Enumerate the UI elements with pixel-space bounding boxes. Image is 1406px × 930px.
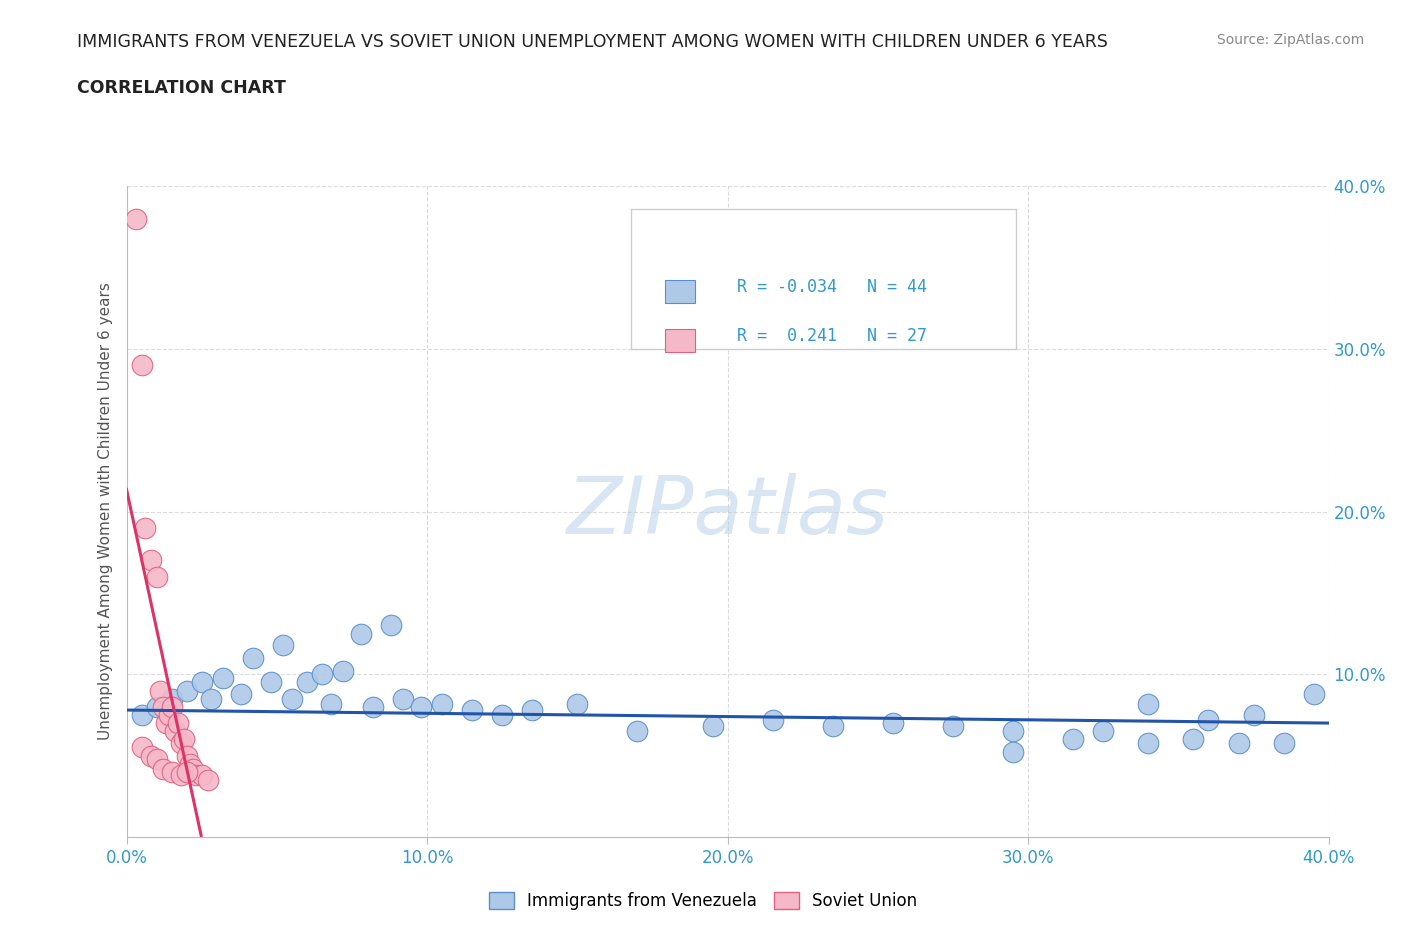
Point [319, 696, 342, 711]
Point [567, 696, 589, 711]
Point [1182, 732, 1205, 747]
Point [160, 699, 183, 714]
Point [1272, 736, 1295, 751]
FancyBboxPatch shape [631, 209, 1017, 349]
Text: IMMIGRANTS FROM VENEZUELA VS SOVIET UNION UNEMPLOYMENT AMONG WOMEN WITH CHILDREN: IMMIGRANTS FROM VENEZUELA VS SOVIET UNIO… [77, 33, 1108, 50]
Point [145, 569, 167, 584]
Point [124, 211, 146, 226]
Point [762, 712, 785, 727]
Point [1002, 745, 1025, 760]
Point [166, 716, 188, 731]
Point [169, 768, 191, 783]
Point [184, 768, 207, 783]
Point [350, 626, 373, 641]
Point [311, 667, 333, 682]
Point [1137, 696, 1160, 711]
Point [392, 691, 415, 706]
Point [139, 553, 162, 568]
Point [1243, 708, 1265, 723]
Bar [665, 329, 695, 352]
Point [1137, 736, 1160, 751]
Point [260, 675, 283, 690]
Point [179, 756, 201, 771]
Text: R =  0.241   N = 27: R = 0.241 N = 27 [737, 327, 927, 345]
Y-axis label: Unemployment Among Women with Children Under 6 years: Unemployment Among Women with Children U… [98, 283, 114, 740]
Point [181, 761, 204, 776]
Point [281, 691, 304, 706]
Point [1092, 724, 1115, 738]
Point [176, 748, 198, 763]
Point [491, 708, 513, 723]
Point [197, 773, 219, 788]
Point [430, 696, 453, 711]
Point [160, 764, 183, 779]
Point [380, 618, 402, 633]
Point [361, 699, 384, 714]
Point [157, 708, 180, 723]
Point [149, 684, 172, 698]
Point [131, 708, 153, 723]
Point [200, 691, 222, 706]
Bar [665, 281, 695, 303]
Text: Source: ZipAtlas.com: Source: ZipAtlas.com [1216, 33, 1364, 46]
Point [882, 716, 904, 731]
Point [160, 691, 183, 706]
Point [1197, 712, 1219, 727]
Point [229, 686, 252, 701]
Point [176, 764, 198, 779]
Point [131, 740, 153, 755]
Point [409, 699, 432, 714]
Point [190, 675, 212, 690]
Point [332, 664, 354, 679]
Point [1227, 736, 1250, 751]
Point [821, 719, 844, 734]
Point [152, 761, 174, 776]
Point [1302, 686, 1324, 701]
Point [134, 521, 156, 536]
Point [190, 768, 212, 783]
Text: R = -0.034   N = 44: R = -0.034 N = 44 [737, 278, 927, 297]
Point [145, 751, 167, 766]
Text: CORRELATION CHART: CORRELATION CHART [77, 79, 287, 97]
Legend: Immigrants from Venezuela, Soviet Union: Immigrants from Venezuela, Soviet Union [482, 885, 924, 917]
Text: ZIPatlas: ZIPatlas [567, 472, 889, 551]
Point [702, 719, 724, 734]
Point [131, 358, 153, 373]
Point [522, 703, 544, 718]
Point [271, 638, 294, 653]
Point [626, 724, 648, 738]
Point [1062, 732, 1084, 747]
Point [461, 703, 484, 718]
Point [211, 671, 233, 685]
Point [152, 699, 174, 714]
Point [173, 732, 195, 747]
Point [163, 724, 186, 738]
Point [942, 719, 965, 734]
Point [295, 675, 318, 690]
Point [145, 699, 167, 714]
Point [242, 651, 264, 666]
Point [155, 716, 177, 731]
Point [176, 684, 198, 698]
Point [1002, 724, 1025, 738]
Point [139, 748, 162, 763]
Point [169, 736, 191, 751]
